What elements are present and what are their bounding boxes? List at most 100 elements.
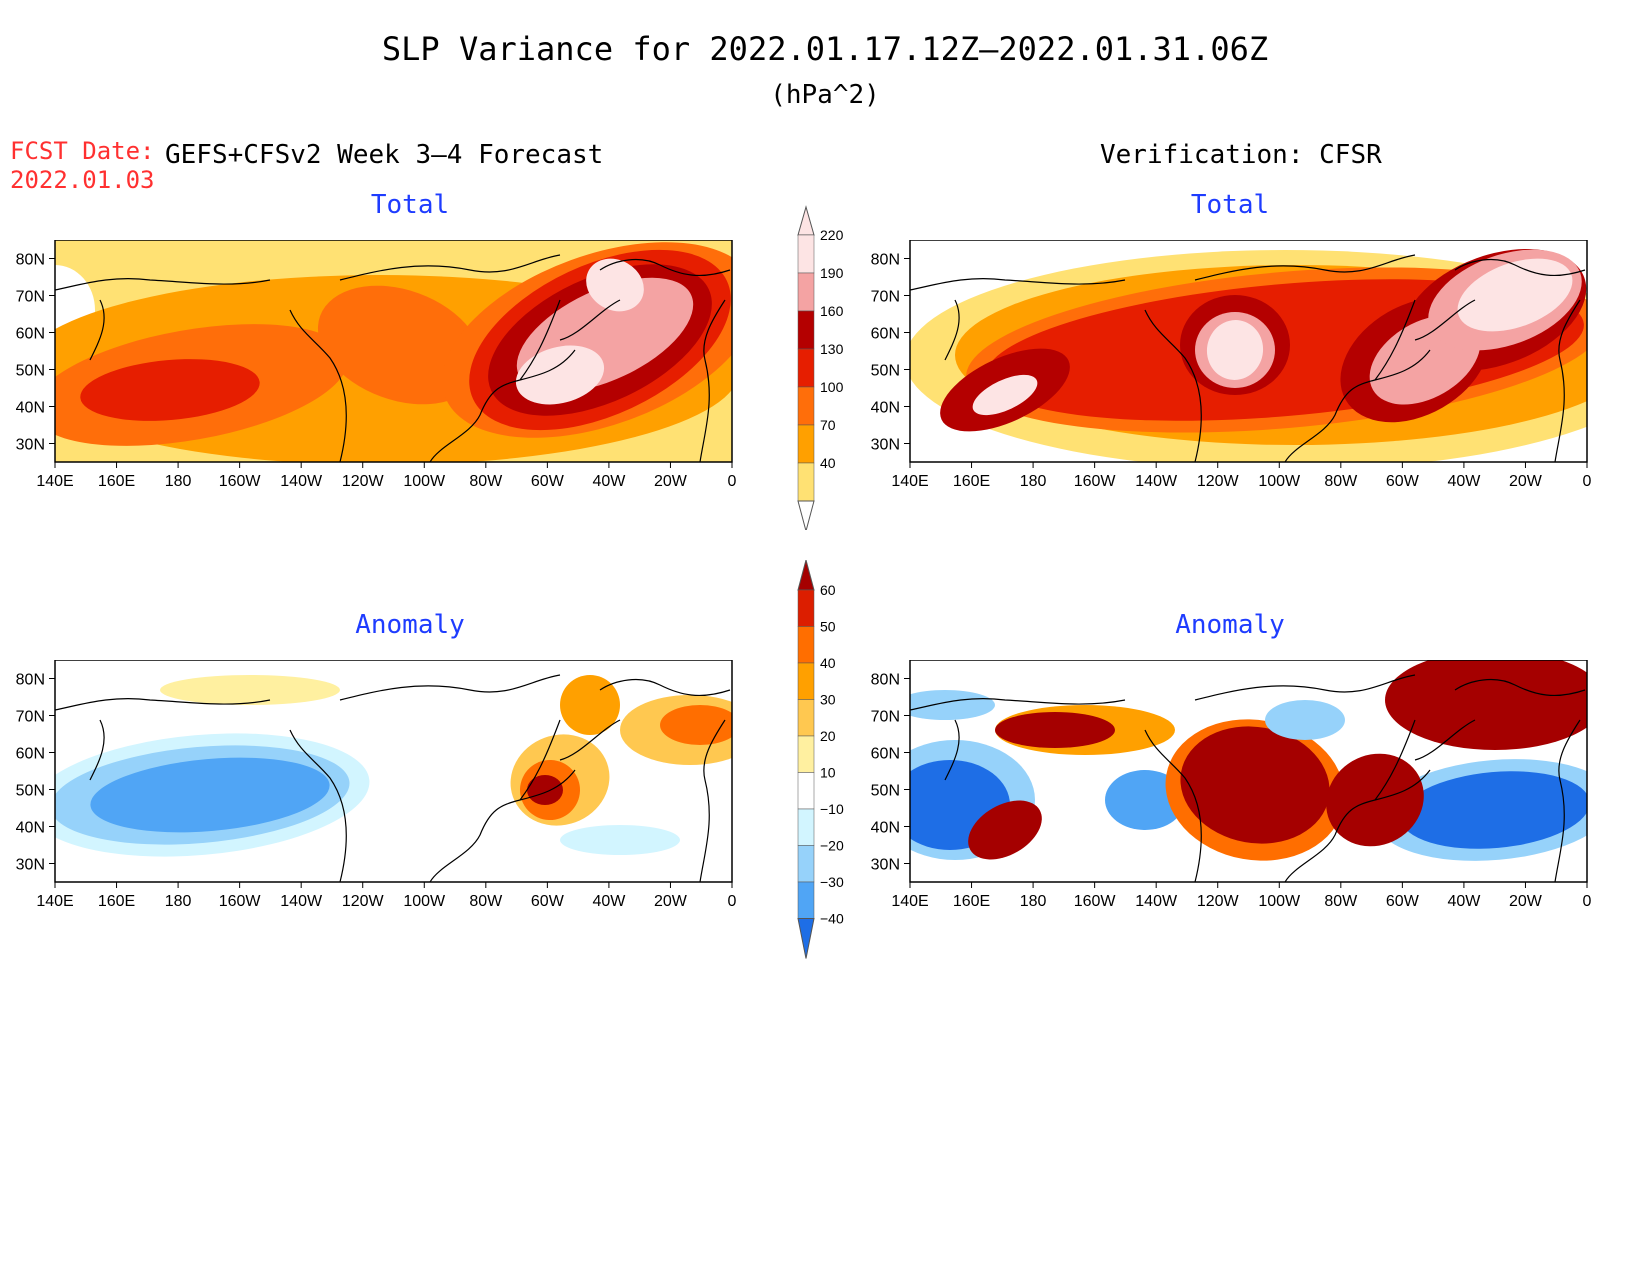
- colorbar-tick-label: 20: [820, 728, 836, 744]
- lon-tick-label: 140W: [1135, 473, 1178, 490]
- lon-tick-label: 40W: [592, 473, 626, 490]
- lat-tick-label: 40N: [871, 400, 900, 417]
- anomaly-minus30-region: [1105, 770, 1185, 830]
- coastline: [89, 719, 105, 781]
- lon-tick-label: 180: [165, 473, 192, 490]
- colorbar-bottom-arrow: [797, 500, 815, 530]
- shading-group: [910, 240, 1587, 462]
- colorbar-segment: [797, 462, 815, 502]
- anomaly-60-region: [1180, 726, 1330, 844]
- variance-100-region: [317, 285, 483, 405]
- verification-anomaly-map: 140E 160E 180 160W 140W 120W 100W 80W 60W 40W 20W 0…: [871, 660, 1592, 910]
- anomaly-60-region: [995, 712, 1115, 748]
- coastline: [1284, 349, 1431, 463]
- lon-tick-label: 0: [1583, 473, 1592, 490]
- variance-130-region: [80, 359, 260, 421]
- anomaly-60-region: [1385, 660, 1587, 750]
- colorbar-segment: [797, 699, 815, 737]
- variance-220-region: [972, 374, 1038, 416]
- lon-tick-label: 20W: [654, 473, 688, 490]
- map-frame: [54, 660, 733, 883]
- lon-tick-label: 80W: [469, 893, 503, 910]
- coastline: [599, 679, 731, 696]
- lat-tick-label: 40N: [871, 820, 900, 837]
- lon-tick-label: 60W: [531, 473, 565, 490]
- lat-tick-label: 40N: [16, 400, 45, 417]
- lon-tick-label: 120W: [342, 893, 385, 910]
- figure-title: SLP Variance for 2022.01.17.12Z–2022.01.…: [381, 30, 1269, 68]
- lat-tick-label: 70N: [871, 709, 900, 726]
- coastline: [429, 349, 576, 463]
- lon-tick-label: 160E: [98, 893, 135, 910]
- verification-heading: Verification: CFSR: [1100, 140, 1382, 170]
- variance-220-region: [1206, 320, 1264, 380]
- coastline: [699, 719, 726, 883]
- map-frame: [54, 240, 733, 463]
- verif-total-subtitle: Total: [1190, 190, 1270, 220]
- lat-tick-label: 60N: [871, 326, 900, 343]
- lon-tick-label: 160W: [219, 473, 262, 490]
- colorbar-tick-label: 70: [820, 417, 836, 433]
- anomaly-60-region: [527, 775, 563, 805]
- map-frame: [909, 660, 1588, 883]
- lon-tick-label: 0: [728, 893, 737, 910]
- anomaly-minus30-region: [90, 757, 330, 833]
- lat-tick-label: 80N: [16, 252, 45, 269]
- coastline: [429, 769, 576, 883]
- lat-tick-label: 30N: [871, 857, 900, 874]
- lon-tick-label: 60W: [1386, 893, 1420, 910]
- colorbar-segment: [797, 881, 815, 919]
- anomaly-30-region: [560, 675, 620, 735]
- lat-tick-label: 80N: [871, 672, 900, 689]
- lon-tick-label: 180: [1020, 473, 1047, 490]
- colorbar-segment: [797, 808, 815, 846]
- lon-tick-label: 60W: [1386, 473, 1420, 490]
- colorbar-tick-label: 100: [820, 379, 844, 395]
- figure-units: (hPa^2): [770, 80, 880, 110]
- lat-tick-label: 30N: [16, 857, 45, 874]
- colorbar-tick-label: 160: [820, 303, 844, 319]
- coastline: [559, 719, 621, 761]
- coastline: [89, 299, 105, 361]
- lat-tick-label: 80N: [871, 252, 900, 269]
- coastline: [944, 719, 960, 781]
- anomaly-minus20-region: [910, 690, 995, 720]
- forecast-heading: GEFS+CFSv2 Week 3–4 Forecast: [165, 140, 604, 170]
- fcst-date-label: FCST Date:: [10, 137, 155, 165]
- lon-tick-label: 60W: [531, 893, 565, 910]
- colorbar-tick-label: 130: [820, 341, 844, 357]
- lat-tick-label: 70N: [871, 289, 900, 306]
- coastline: [54, 698, 271, 711]
- colorbar-tick-label: 50: [820, 619, 836, 635]
- coastline: [1414, 299, 1476, 341]
- lat-tick-label: 30N: [16, 437, 45, 454]
- shading-group: [55, 240, 732, 462]
- anomaly-colorbar: 60 50 40 30 20 10 −10 −20 −30 −40: [797, 560, 844, 959]
- lon-tick-label: 140W: [280, 893, 323, 910]
- colorbar-tick-label: −10: [820, 801, 844, 817]
- colorbar-tick-label: 190: [820, 265, 844, 281]
- lon-tick-label: 140E: [891, 473, 928, 490]
- lat-tick-label: 40N: [16, 820, 45, 837]
- shading-group: [910, 660, 1587, 882]
- lon-tick-label: 140E: [36, 473, 73, 490]
- lat-tick-label: 50N: [16, 363, 45, 380]
- lon-tick-label: 140E: [891, 893, 928, 910]
- coastline: [289, 309, 347, 463]
- anomaly-minus10-region: [560, 825, 680, 855]
- variance-220-region: [586, 258, 644, 312]
- lon-tick-label: 100W: [1258, 473, 1301, 490]
- colorbar-segment: [797, 386, 815, 426]
- lon-tick-label: 20W: [654, 893, 688, 910]
- colorbar-tick-label: 10: [820, 765, 836, 781]
- coastline: [1414, 719, 1476, 761]
- colorbar-segment: [797, 589, 815, 627]
- lon-tick-label: 80W: [1324, 473, 1358, 490]
- coastline: [1374, 719, 1416, 801]
- total-colorbar: 220 190 160 130 100 70 40: [797, 205, 844, 530]
- forecast-anomaly-map: 140E 160E 180 160W 140W 120W 100W 80W 60W 40W 20W 0…: [16, 660, 737, 910]
- lon-tick-label: 160E: [953, 473, 990, 490]
- colorbar-tick-label: 40: [820, 455, 836, 471]
- lon-tick-label: 160E: [98, 473, 135, 490]
- anomaly-10-region: [160, 675, 340, 705]
